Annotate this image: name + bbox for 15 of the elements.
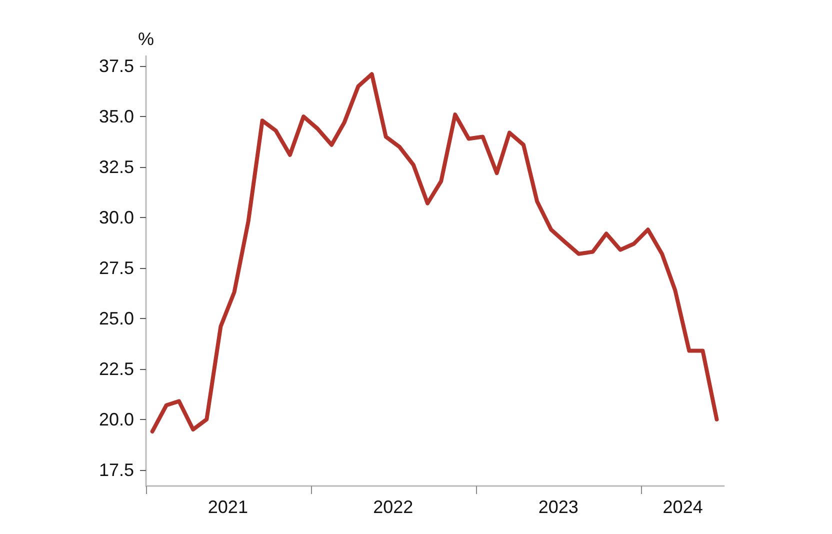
x-tick-label: 2023 bbox=[538, 497, 578, 517]
x-tick-label: 2021 bbox=[208, 497, 248, 517]
x-tick-label: 2022 bbox=[373, 497, 414, 517]
y-tick-label: 35.0 bbox=[98, 106, 134, 127]
x-tick-label: 2024 bbox=[662, 497, 703, 517]
y-tick-label: 22.5 bbox=[98, 358, 134, 379]
y-tick-label: 25.0 bbox=[98, 308, 134, 328]
y-tick-label: 17.5 bbox=[98, 460, 134, 480]
y-tick-label: 20.0 bbox=[98, 409, 134, 430]
y-tick-label: 30.0 bbox=[98, 208, 134, 228]
y-tick-label: 27.5 bbox=[98, 258, 134, 278]
y-tick-label: 37.5 bbox=[98, 56, 134, 76]
y-axis-title: % bbox=[138, 29, 154, 49]
y-tick-label: 32.5 bbox=[98, 157, 134, 178]
line-series bbox=[150, 72, 719, 434]
